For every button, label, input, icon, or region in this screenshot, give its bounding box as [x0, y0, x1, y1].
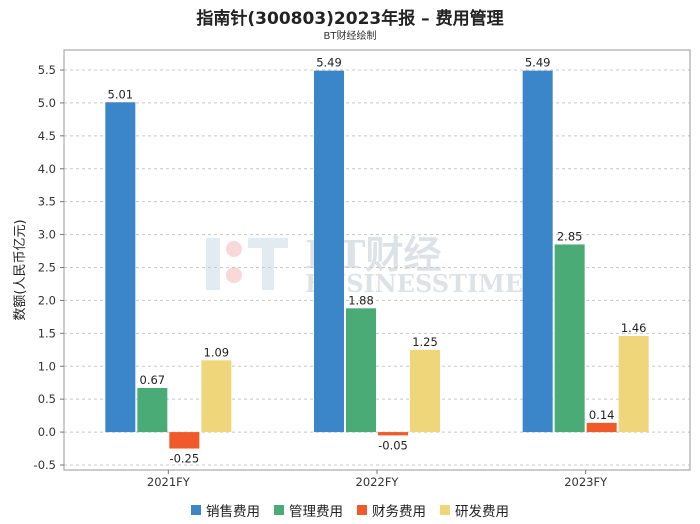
data-label: -0.25	[169, 452, 199, 466]
y-tick-label: 5.5	[38, 63, 56, 77]
data-label: 1.25	[412, 335, 438, 349]
legend-item: 研发费用	[440, 500, 509, 520]
chart-title: 指南针(300803)2023年报 – 费用管理	[196, 9, 504, 29]
bar	[618, 335, 649, 433]
watermark-tagline: BUSINESSTIMES	[305, 269, 540, 298]
watermark-logo-bar	[248, 238, 288, 248]
data-label: 2.85	[557, 229, 583, 243]
y-tick-label: 3.5	[38, 195, 56, 209]
bar	[346, 308, 376, 433]
y-axis-label: 数额(人民币亿元)	[13, 219, 28, 320]
chart-subtitle: BT财经绘制	[323, 31, 377, 42]
legend-label: 销售费用	[206, 504, 260, 520]
y-tick-label: 0.5	[38, 392, 56, 406]
y-tick-label: 4.5	[38, 129, 56, 143]
y-tick-label: 3.0	[38, 228, 56, 242]
bar	[378, 432, 408, 436]
legend-item: 销售费用	[191, 500, 260, 520]
data-label: 1.09	[204, 345, 230, 359]
bar	[522, 70, 553, 433]
y-tick-label: 1.5	[38, 326, 56, 340]
bar	[105, 102, 136, 433]
data-label: 5.49	[525, 56, 551, 70]
legend-swatch	[191, 505, 201, 515]
y-tick-label: 1.0	[38, 359, 56, 373]
legend: 销售费用 管理费用 财务费用 研发费用	[0, 500, 700, 520]
bar	[410, 349, 440, 433]
data-label: 5.01	[108, 87, 134, 101]
y-tick-label: 0.0	[38, 425, 56, 439]
x-tick-label: 2021FY	[147, 475, 191, 489]
legend-swatch	[274, 505, 284, 515]
y-tick-label: 5.0	[38, 96, 56, 110]
data-label: 0.67	[140, 373, 166, 387]
bar	[586, 422, 617, 433]
legend-item: 管理费用	[274, 500, 343, 520]
bar	[169, 432, 200, 449]
legend-label: 研发费用	[455, 504, 509, 520]
y-tick-label: -0.5	[34, 458, 56, 472]
legend-item: 财务费用	[357, 500, 426, 520]
y-tick-label: 2.5	[38, 261, 56, 275]
bar	[314, 70, 344, 433]
data-label: 0.14	[589, 408, 615, 422]
watermark-logo-dot	[226, 241, 242, 257]
watermark: BT财经 BUSINESSTIMES	[206, 232, 540, 298]
watermark-logo-dot	[226, 267, 242, 283]
data-label: 1.88	[348, 293, 374, 307]
data-label: 1.46	[621, 321, 647, 335]
bar	[201, 360, 232, 433]
watermark-logo-bar	[262, 248, 274, 290]
y-tick-label: 4.0	[38, 162, 56, 176]
data-label: -0.05	[378, 438, 408, 452]
legend-label: 管理费用	[289, 504, 343, 520]
legend-swatch	[440, 505, 450, 515]
bar	[554, 244, 585, 433]
legend-label: 财务费用	[372, 504, 426, 520]
legend-swatch	[357, 505, 367, 515]
y-tick-label: 2.0	[38, 293, 56, 307]
x-tick-label: 2022FY	[356, 475, 400, 489]
x-tick-label: 2023FY	[564, 475, 608, 489]
watermark-logo-bar	[206, 238, 220, 290]
data-label: 5.49	[316, 56, 342, 70]
bar	[137, 387, 168, 433]
